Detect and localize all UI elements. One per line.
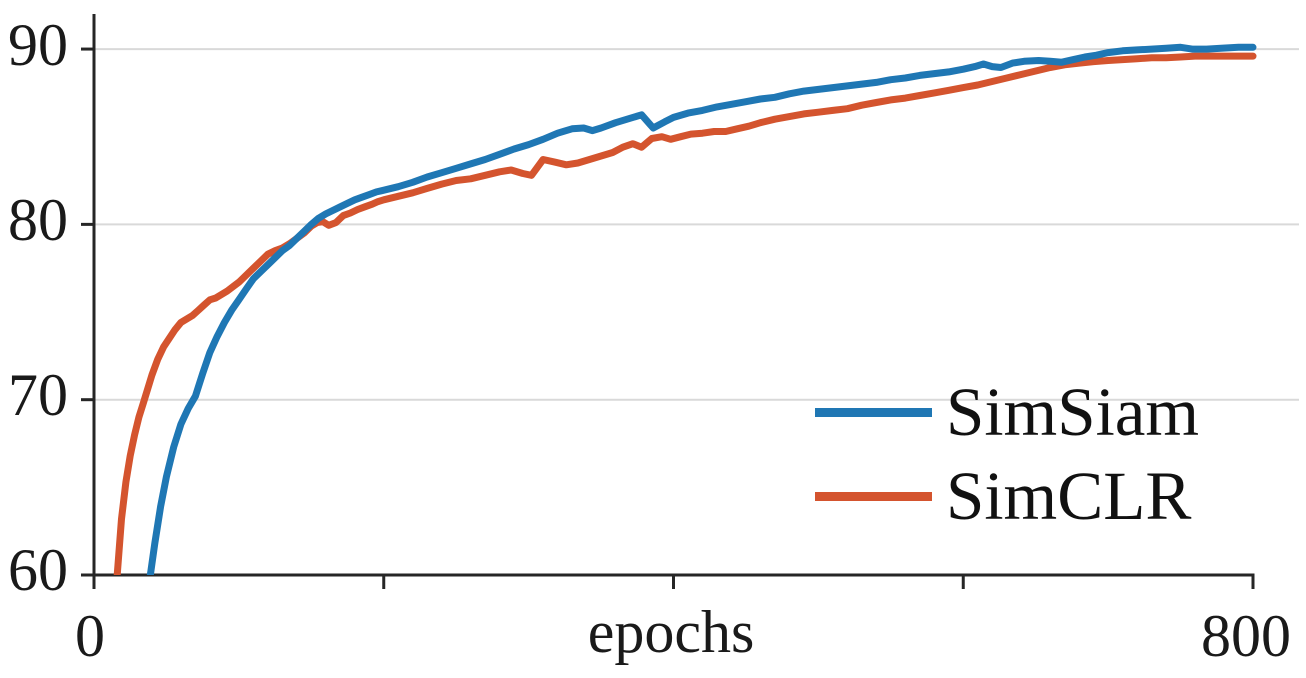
x-axis-label: epochs — [587, 599, 755, 665]
legend: SimSiam SimCLR — [815, 370, 1199, 538]
legend-label-simclr: SimCLR — [946, 458, 1192, 534]
y-tick-label-60: 60 — [8, 537, 68, 603]
series-line-simsiam — [146, 43, 1257, 575]
y-tick-label-70: 70 — [8, 362, 68, 428]
legend-item-simsiam: SimSiam — [815, 370, 1199, 454]
y-tick-label-80: 80 — [8, 187, 68, 253]
series-line-simclr — [113, 52, 1257, 575]
x-tick-label-800: 800 — [1201, 603, 1291, 669]
x-tick-label-0: 0 — [75, 603, 105, 669]
legend-item-simclr: SimCLR — [815, 454, 1199, 538]
simsiam-line-swatch — [815, 407, 932, 417]
simclr-line-swatch — [815, 491, 932, 501]
legend-label-simsiam: SimSiam — [946, 374, 1200, 450]
y-tick-label-90: 90 — [8, 12, 68, 78]
